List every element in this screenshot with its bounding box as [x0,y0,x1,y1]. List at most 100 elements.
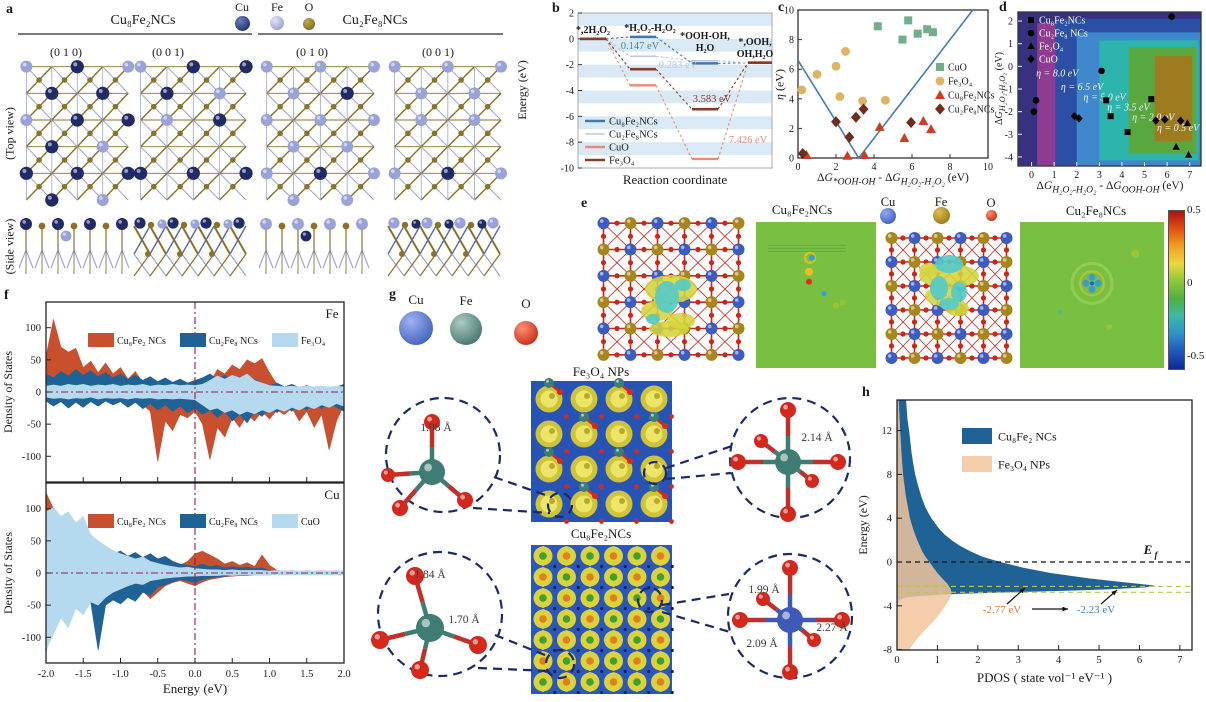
svg-text:Fe₃O₄: Fe₃O₄ [609,156,635,167]
svg-text:η = 8.0 eV: η = 8.0 eV [1036,69,1080,80]
miller-index-4: (0 0 1) [422,45,454,59]
svg-text:0: 0 [789,154,794,165]
svg-text:-0.5: -0.5 [149,669,166,680]
d-yaxis-label: ΔGH₂O₂-H₂O₂ (eV) [994,52,1007,125]
crystal-side-view-3 [258,218,370,274]
crystal-top-view-3 [260,60,380,206]
svg-text:-2: -2 [566,60,574,71]
g-fe-atom-icon [450,313,482,345]
e-legend-o-label: O [986,196,996,210]
g-map2-title: Cu₈Fe₂NCs [570,526,632,541]
svg-text:Fe₃O₄: Fe₃O₄ [301,336,326,347]
svg-text:Reaction coordinate: Reaction coordinate [623,172,728,187]
bond-length-214: 2.14 Å [801,432,833,444]
top-view-label: (Top view) [2,107,17,160]
svg-text:-2.23 eV: -2.23 eV [1077,604,1116,616]
dos-plots: 100 50 0 -50 -100 Fe Cu₈Fe₂ NCs Cu₂Fe₈ NCs Fe₃O₄… [1,301,351,696]
svg-text:η = 3.5 eV: η = 3.5 eV [1107,103,1151,114]
svg-text:*OOH-OH,: *OOH-OH, [680,31,730,42]
e-legend-fe-label: Fe [934,195,948,209]
svg-text:η = 6.5 eV: η = 6.5 eV [1061,82,1105,93]
svg-text:7.426 eV: 7.426 eV [729,135,768,146]
dos-cu: 100 50 0 -50 -100 Cu Cu₈Fe₂ NCs Cu₂Fe₈ NCs CuO De… [1,482,345,664]
colorbar-tick-zero: 0 [1187,277,1193,289]
bond-length-209: 2.09 Å [746,638,778,650]
panel-h-label: h [862,385,870,400]
svg-text:4: 4 [887,514,893,525]
svg-text:7: 7 [1177,655,1182,666]
svg-text:PDOS ( state vol⁻¹ eV⁻¹ ): PDOS ( state vol⁻¹ eV⁻¹ ) [977,670,1112,685]
colorbar [1168,210,1185,370]
g-legend-cu-label: Cu [408,292,424,307]
svg-text:3: 3 [1016,655,1021,666]
svg-text:8: 8 [789,35,794,46]
svg-text:Cu₂Fe₈ NCs: Cu₂Fe₈ NCs [1039,29,1088,40]
bond-length-199: 1.99 Å [748,584,780,596]
svg-text:1.5: 1.5 [300,669,313,680]
crystal-top-view-2 [133,60,253,201]
svg-text:-6: -6 [566,112,574,123]
svg-text:CuO: CuO [301,517,320,528]
e-cu-atom-icon [880,208,896,224]
svg-text:0.5: 0.5 [226,669,239,680]
svg-text:-100: -100 [22,452,41,463]
e-fe-atom-icon [933,207,950,224]
miller-index-1: (0 1 0) [50,45,82,59]
svg-text:η = 0.5 eV: η = 0.5 eV [1157,123,1201,134]
elf-map-fe3o4 [531,378,674,524]
svg-text:Cu₂Fe₈ NCs: Cu₂Fe₈ NCs [209,517,258,528]
e-title-cu8fe2: Cu₈Fe₂NCs [771,202,833,217]
cu-atom-icon [235,16,250,31]
charge-diff-map-cu2fe8 [1020,222,1164,368]
svg-text:Energy (eV): Energy (eV) [163,681,227,696]
panel-d-label: d [999,0,1007,15]
elf-map-cu8fe2 [531,545,674,695]
fe-atom-icon [270,16,284,30]
svg-text:0: 0 [1029,170,1034,181]
dos-fe: 100 50 0 -50 -100 Fe Cu₈Fe₂ NCs Cu₂Fe₈ NCs Fe₃O₄… [1,301,345,483]
h-legend: Cu₈Fe₂ NCs Fe₃O₄ NPs [962,428,1057,472]
panel-c-label: c [778,0,785,15]
svg-text:0.147 eV: 0.147 eV [621,41,660,52]
svg-text:2: 2 [1074,170,1079,181]
svg-text:-1.5: -1.5 [75,669,92,680]
svg-text:-100: -100 [22,633,41,644]
svg-text:Fe₃O₄ NPs: Fe₃O₄ NPs [998,458,1050,472]
svg-text:-1: -1 [1005,85,1013,96]
charge-density-structure-cu2fe8 [885,232,1013,364]
crystal-top-view-4 [388,60,508,201]
svg-text:-50: -50 [27,601,41,612]
d-xaxis-label: ΔGH₂O₂-H₂O₂ - ΔGOOH-OH (eV) [1036,180,1184,196]
charge-diff-map-cu8fe2-decor [768,244,846,309]
svg-text:Density of States: Density of States [1,351,15,433]
svg-text:6: 6 [789,65,794,76]
svg-text:100: 100 [25,323,41,334]
svg-text:Fe: Fe [326,306,339,321]
svg-text:4: 4 [1056,655,1062,666]
crystal-top-view-1 [19,60,135,207]
svg-text:4: 4 [872,162,877,173]
svg-text:3.583 eV: 3.583 eV [693,94,732,105]
svg-text:CuO: CuO [609,143,629,154]
svg-text:0.283 eV: 0.283 eV [659,60,698,71]
svg-text:10: 10 [983,162,993,173]
legend-cu-label: Cu [234,0,249,14]
svg-text:OH,H₂O: OH,H₂O [737,49,774,60]
g-map1-title: Fe₃O₄ NPs [572,364,630,379]
panel-g-label: g [389,287,396,302]
svg-text:Energy (eV): Energy (eV) [856,495,870,554]
colorbar-tick-max: 0.5 [1187,204,1201,216]
svg-text:2: 2 [975,655,980,666]
svg-text:1: 1 [935,655,940,666]
d-legend: Cu₈Fe₂NCs Cu₂Fe₈ NCs Fe₃O₄ CuO [1027,16,1088,66]
svg-text:2: 2 [834,162,839,173]
svg-text:CuO: CuO [948,63,967,74]
free-energy-diagram: 2 0 -2 -4 -6 -8 -10 Energy (eV) Reaction coordin… [515,9,774,188]
e-title-cu2fe8: Cu₂Fe₈NCs [1065,203,1127,218]
svg-text:0: 0 [1008,62,1013,73]
panel-e-label: e [581,196,588,211]
c-yaxis-label: η (eV) [772,69,787,100]
svg-text:0: 0 [569,34,574,45]
